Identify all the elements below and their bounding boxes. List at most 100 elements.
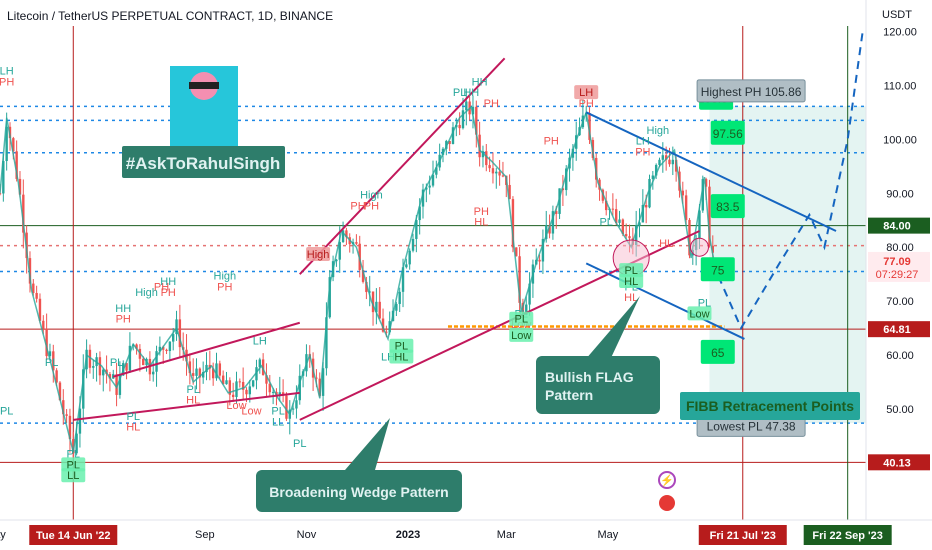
candle-body (421, 189, 425, 207)
candle-body (458, 124, 461, 129)
pivot-label: PH (116, 314, 131, 326)
pivot-label: PL (453, 87, 466, 99)
candle-body (328, 277, 331, 318)
pivot-label: Low (241, 405, 261, 417)
candle-body (2, 161, 5, 194)
y-tick-label: 80.00 (886, 242, 914, 254)
candle-body (152, 371, 155, 375)
pivot-box (574, 85, 599, 100)
event-lightning-glyph: ⚡ (660, 474, 674, 487)
pivot-label: PL (515, 314, 528, 326)
candle-body (251, 380, 255, 387)
x-tick-label: Nov (297, 529, 317, 541)
candle-body (258, 359, 261, 368)
candle-body (231, 394, 235, 398)
candle-body (565, 168, 568, 191)
fibb-callout (680, 392, 860, 420)
pivot-label: LH (636, 136, 650, 148)
candle-body (491, 168, 495, 174)
candle-body (345, 230, 348, 238)
candle-body (75, 433, 78, 454)
candle-body (341, 230, 345, 243)
candle-body (92, 366, 95, 368)
candle-body (118, 375, 122, 395)
candle-body (265, 375, 268, 384)
pivot-box (389, 338, 414, 353)
price-level-tag (868, 454, 930, 471)
candle-body (158, 346, 162, 352)
pivot-label: HH (115, 303, 131, 315)
candle-body (378, 301, 381, 319)
pivot-label: PL (45, 357, 58, 369)
candle-body (28, 258, 32, 284)
candle-body (401, 267, 405, 292)
candle-body (671, 159, 675, 165)
candle-body (65, 414, 68, 416)
date-highlight-tag (29, 525, 118, 545)
pivot-label: HH (160, 276, 176, 288)
candle-body (221, 375, 225, 385)
pivot-label: High (307, 249, 330, 261)
candle-body (318, 378, 321, 396)
candle-body (295, 400, 298, 409)
price-level-tag (868, 321, 930, 338)
candle-body (704, 179, 708, 187)
flag-upper-line (585, 111, 837, 232)
pivot-label: PL (0, 405, 13, 417)
candle-body (638, 222, 641, 226)
candle-body (52, 351, 55, 371)
candle-body (684, 195, 688, 220)
candle-body (538, 259, 541, 262)
candle-body (698, 210, 701, 239)
candle-body (22, 194, 25, 233)
candle-body (355, 242, 358, 244)
candle-body (701, 179, 704, 211)
candle-body (168, 341, 172, 352)
pivot-label: PH (579, 98, 594, 110)
candle-body (38, 298, 42, 321)
candle-body (135, 344, 138, 349)
candle-body (228, 380, 232, 395)
pivot-box (61, 457, 86, 472)
candle-body (648, 178, 651, 208)
candle-body (115, 374, 118, 395)
candle-body (451, 127, 455, 144)
candle-body (365, 281, 368, 293)
candle-body (58, 382, 62, 401)
pivot-label: LH (253, 335, 267, 347)
pivot-label: High (360, 190, 383, 202)
candle-body (508, 184, 511, 200)
candle-body (72, 439, 75, 454)
candle-body (431, 174, 435, 186)
candle-body (315, 377, 318, 379)
pivot-label: HL (624, 292, 638, 304)
candle-body (335, 259, 338, 262)
candle-body (485, 151, 488, 166)
candle-body (371, 291, 375, 313)
pivot-box (306, 247, 331, 261)
y-tick-label: 90.00 (886, 188, 914, 200)
candle-body (708, 186, 711, 246)
candle-body (18, 178, 22, 195)
fib-target-box (700, 257, 735, 282)
candle-body (501, 175, 505, 177)
candle-body (88, 349, 92, 368)
candle-body (321, 368, 325, 396)
pivot-box (687, 306, 712, 321)
candle-body (498, 171, 501, 176)
pivot-box (61, 468, 86, 483)
pivot-label: PH (364, 200, 379, 212)
pivot-label: HH (463, 87, 479, 99)
candle-body (425, 187, 428, 190)
pivot-label: LL (272, 416, 284, 428)
candle-body (325, 317, 328, 369)
candle-body (215, 363, 218, 379)
candle-body (515, 247, 518, 257)
candle-body (188, 361, 192, 374)
pivot-label: PH (350, 200, 365, 212)
pivot-box (509, 327, 534, 342)
highest-label: Highest PH 105.86 (701, 85, 802, 99)
candle-body (605, 200, 608, 211)
candle-body (271, 391, 275, 393)
